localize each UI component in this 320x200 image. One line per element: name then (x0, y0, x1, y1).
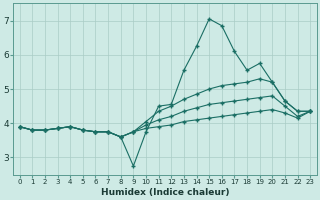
X-axis label: Humidex (Indice chaleur): Humidex (Indice chaleur) (101, 188, 229, 197)
